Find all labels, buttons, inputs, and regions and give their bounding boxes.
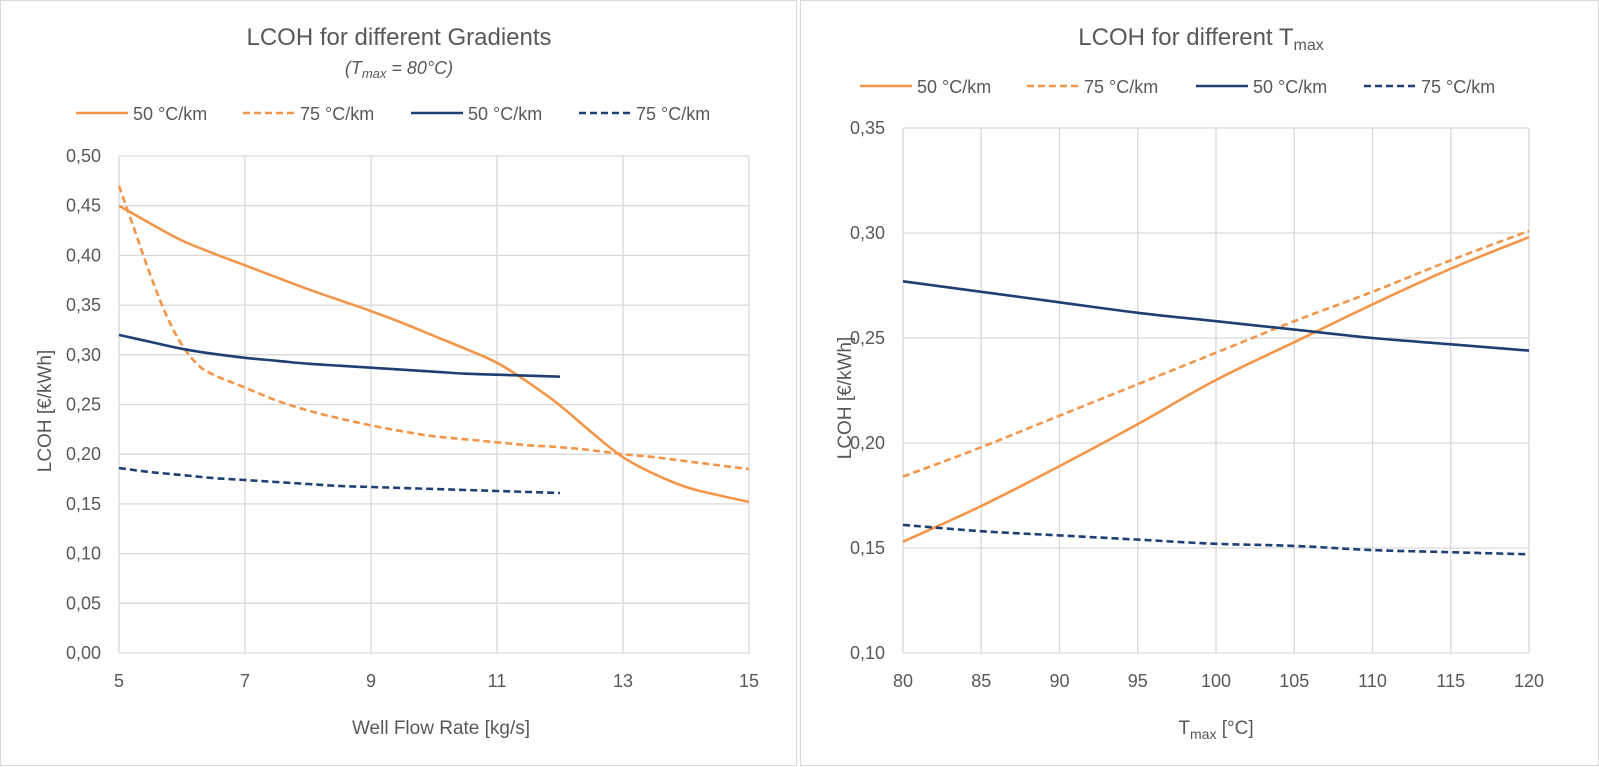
legend-label: 50 °C/km <box>133 104 207 124</box>
x-tick-label: 15 <box>739 671 759 691</box>
legend-label: 50 °C/km <box>468 104 542 124</box>
legend-label: 50 °C/km <box>917 77 991 97</box>
series-line-orange-solid <box>118 204 750 504</box>
y-tick-label: 0,35 <box>850 118 885 138</box>
series-lines <box>902 229 1530 556</box>
series-line-navy-dashed <box>902 523 1530 556</box>
title-sub: max <box>1293 37 1323 54</box>
x-tick-label: 13 <box>613 671 633 691</box>
x-tick-label: 5 <box>114 671 124 691</box>
y-tick-label: 0,20 <box>850 433 885 453</box>
y-tick-label: 0,00 <box>66 643 101 663</box>
series-line-navy-solid <box>118 333 561 378</box>
chart-panel-gradients: LCOH for different Gradients (Tmax = 80°… <box>0 0 797 766</box>
y-tick-label: 0,35 <box>66 295 101 315</box>
subtitle-pre: (T <box>345 58 364 78</box>
y-tick-label: 0,50 <box>66 146 101 166</box>
chart-title: LCOH for different Tmax <box>1078 24 1323 54</box>
x-tick-label: 85 <box>971 671 991 691</box>
x-tick-label: 115 <box>1436 671 1465 691</box>
y-tick-label: 0,10 <box>66 544 101 564</box>
x-tick-label: 100 <box>1201 671 1231 691</box>
y-axis-label: LCOH [€/kWh] <box>835 337 856 459</box>
y-tick-label: 0,40 <box>66 245 101 265</box>
y-tick-label: 0,20 <box>66 444 101 464</box>
subtitle-post: = 80°C) <box>386 58 453 78</box>
series-line-navy-dashed <box>118 466 561 495</box>
x-tick-label: 105 <box>1279 671 1309 691</box>
x-tick-label: 120 <box>1514 671 1544 691</box>
xlabel-pre: T <box>1178 718 1190 739</box>
y-tick-label: 0,45 <box>66 196 101 216</box>
x-tick-labels: 80 85 90 95 100 105 110 115 120 <box>893 671 1544 691</box>
legend-label: 75 °C/km <box>300 104 374 124</box>
x-tick-label: 11 <box>488 671 507 691</box>
series-line-orange-solid <box>902 235 1530 543</box>
series-line-orange-dashed <box>117 185 750 471</box>
legend: 50 °C/km 75 °C/km 50 °C/km 75 °C/km <box>76 104 710 124</box>
x-axis-label: Well Flow Rate [kg/s] <box>352 718 530 739</box>
series-line-orange-dashed <box>902 229 1530 478</box>
chart-gradients: LCOH for different Gradients (Tmax = 80°… <box>35 24 759 739</box>
x-tick-label: 95 <box>1128 671 1148 691</box>
x-axis-label: Tmax [°C] <box>1178 718 1253 742</box>
y-tick-label: 0,15 <box>850 538 885 558</box>
legend-label: 75 °C/km <box>1421 77 1495 97</box>
chart-panel-tmax: LCOH for different Tmax 50 °C/km 75 °C/km… <box>800 0 1599 766</box>
x-tick-label: 110 <box>1358 671 1387 691</box>
chart-subtitle: (Tmax = 80°C) <box>345 58 453 81</box>
y-tick-labels: 0,10 0,15 0,20 0,25 0,30 0,35 <box>850 118 885 663</box>
title-pre: LCOH for different T <box>1078 24 1294 51</box>
y-tick-labels: 0,00 0,05 0,10 0,15 0,20 0,25 0,30 0,35 0,40 0,45… <box>66 146 101 663</box>
x-tick-label: 9 <box>366 671 376 691</box>
y-axis-label: LCOH [€/kWh] <box>35 350 56 472</box>
y-tick-label: 0,10 <box>850 643 885 663</box>
chart-tmax: LCOH for different Tmax 50 °C/km 75 °C/km… <box>835 24 1544 742</box>
series-lines <box>117 185 750 504</box>
y-tick-label: 0,30 <box>850 223 885 243</box>
x-tick-label: 80 <box>893 671 913 691</box>
legend-label: 75 °C/km <box>636 104 710 124</box>
xlabel-sub: max <box>1190 726 1216 742</box>
y-tick-label: 0,25 <box>66 395 101 415</box>
subtitle-sub: max <box>362 66 387 81</box>
x-tick-label: 7 <box>240 671 250 691</box>
y-tick-label: 0,30 <box>66 345 101 365</box>
y-tick-label: 0,05 <box>66 593 101 613</box>
xlabel-post: [°C] <box>1216 718 1253 739</box>
series-line-navy-solid <box>902 280 1530 352</box>
legend-label: 75 °C/km <box>1084 77 1158 97</box>
legend: 50 °C/km 75 °C/km 50 °C/km 75 °C/km <box>860 77 1495 97</box>
y-tick-label: 0,25 <box>850 328 885 348</box>
x-tick-labels: 5 7 9 11 13 15 <box>114 671 759 691</box>
y-tick-label: 0,15 <box>66 494 101 514</box>
legend-label: 50 °C/km <box>1253 77 1327 97</box>
chart-title: LCOH for different Gradients <box>246 24 551 51</box>
grid <box>118 155 750 654</box>
grid <box>902 127 1530 654</box>
x-tick-label: 90 <box>1049 671 1069 691</box>
